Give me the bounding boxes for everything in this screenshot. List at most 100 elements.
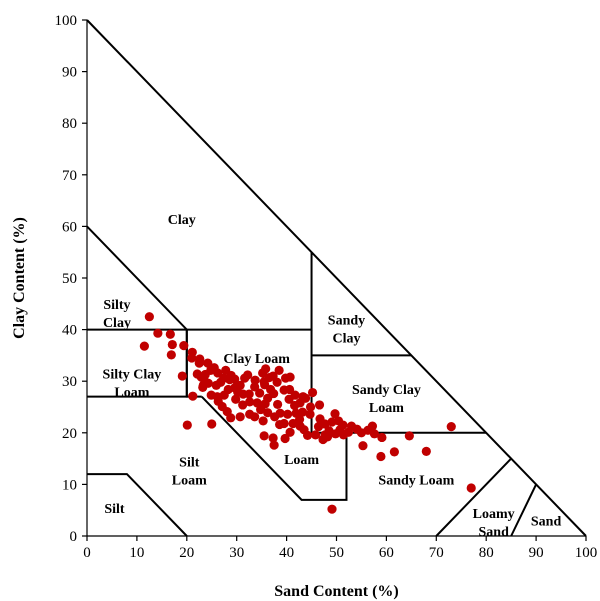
data-point <box>295 421 305 431</box>
axes: 0 10 20 30 40 50 60 70 80 90 100 0 10 20 30 40 50 60 70 80 9… <box>55 13 598 561</box>
data-point <box>206 390 216 400</box>
data-point <box>245 409 255 419</box>
x-tick-label: 0 <box>83 545 91 561</box>
data-point <box>213 396 223 406</box>
data-point <box>280 433 290 444</box>
data-point <box>330 429 341 439</box>
data-point <box>284 384 295 395</box>
y-tick-label: 20 <box>62 426 77 442</box>
data-point <box>238 400 248 410</box>
x-tick-label: 40 <box>279 545 294 561</box>
data-point <box>256 404 266 415</box>
y-tick-label: 50 <box>62 271 77 287</box>
data-point <box>167 339 177 350</box>
data-point <box>166 350 176 360</box>
region-label-sandy-loam: Sandy Loam <box>378 473 454 488</box>
data-point <box>182 420 192 430</box>
data-point <box>275 419 285 430</box>
data-point <box>330 409 340 419</box>
data-point <box>285 372 295 382</box>
data-point <box>274 365 284 375</box>
region-label-loamy-sand: Loamy Sand <box>473 507 515 540</box>
x-tick-label: 70 <box>429 545 444 561</box>
data-point <box>259 431 269 441</box>
data-point <box>369 429 380 439</box>
y-tick-label: 90 <box>62 65 77 81</box>
data-point <box>376 451 386 462</box>
x-tick-label: 80 <box>479 545 494 561</box>
data-point <box>203 358 213 368</box>
y-tick-label: 30 <box>62 374 77 390</box>
region-label-silt: Silt <box>104 502 125 517</box>
data-point <box>358 441 368 451</box>
x-axis-title: Sand Content (%) <box>274 583 398 600</box>
data-point <box>305 409 315 419</box>
x-tick-label: 30 <box>229 545 244 561</box>
region-label-clay-loam: Clay Loam <box>223 352 290 367</box>
data-point <box>139 341 149 351</box>
data-point <box>270 412 280 422</box>
data-point <box>231 394 241 404</box>
data-point <box>213 368 223 378</box>
data-point <box>187 353 197 363</box>
texture-class-boundaries <box>86 19 587 537</box>
data-point <box>421 446 431 456</box>
sample-points <box>139 312 476 514</box>
data-point <box>177 371 187 381</box>
class-boundary <box>87 473 188 537</box>
y-tick-label: 0 <box>70 529 78 545</box>
region-label-loam: Loam <box>284 453 319 468</box>
y-tick-label: 70 <box>62 168 77 184</box>
data-point <box>290 390 300 400</box>
x-tick-label: 50 <box>329 545 344 561</box>
x-tick-label: 90 <box>529 545 544 561</box>
x-tick-label: 20 <box>179 545 194 561</box>
x-tick-label: 10 <box>129 545 144 561</box>
data-point <box>144 312 154 322</box>
y-tick-label: 40 <box>62 323 77 339</box>
data-point <box>305 402 316 412</box>
data-point <box>153 328 163 338</box>
data-point <box>233 387 243 397</box>
y-tick-label: 80 <box>62 116 77 132</box>
x-tick-label: 60 <box>379 545 394 561</box>
data-point <box>250 382 260 392</box>
data-point <box>273 399 283 410</box>
region-label-sandy-clay: Sandy Clay <box>328 313 365 346</box>
data-point <box>320 430 330 440</box>
data-point <box>207 419 217 429</box>
region-label-silty-clay: Silty Clay <box>103 298 131 331</box>
data-point <box>250 375 260 385</box>
data-point <box>269 440 279 450</box>
data-point <box>194 358 204 368</box>
data-point <box>285 427 295 437</box>
data-point <box>206 365 216 375</box>
data-point <box>307 387 318 398</box>
data-point <box>288 418 298 429</box>
data-point <box>282 409 293 419</box>
data-point <box>235 412 245 422</box>
data-point <box>223 384 233 395</box>
region-label-silty-clay-loam: Silty Clay Loam <box>103 368 162 401</box>
data-point <box>327 504 337 514</box>
data-point <box>261 364 271 374</box>
data-point <box>310 430 321 440</box>
class-boundary <box>435 457 512 537</box>
data-point <box>230 374 240 384</box>
data-point <box>389 447 399 457</box>
x-tick-label: 100 <box>575 545 598 561</box>
data-point <box>243 370 253 380</box>
y-axis-title: Clay Content (%) <box>11 217 28 339</box>
region-label-sandy-clay-loam: Sandy Clay Loam <box>352 383 421 416</box>
region-label-silt-loam: Silt Loam <box>172 455 207 488</box>
region-label-clay: Clay <box>168 213 196 228</box>
class-boundary <box>201 395 348 501</box>
data-point <box>367 421 378 431</box>
data-point <box>258 416 268 426</box>
data-point <box>245 397 255 407</box>
texture-class-labels: Clay Silty Clay Sandy Clay Silty Clay Loam Clay… <box>103 213 562 540</box>
data-point <box>211 380 221 390</box>
data-point <box>320 419 330 429</box>
y-tick-label: 100 <box>55 13 78 29</box>
